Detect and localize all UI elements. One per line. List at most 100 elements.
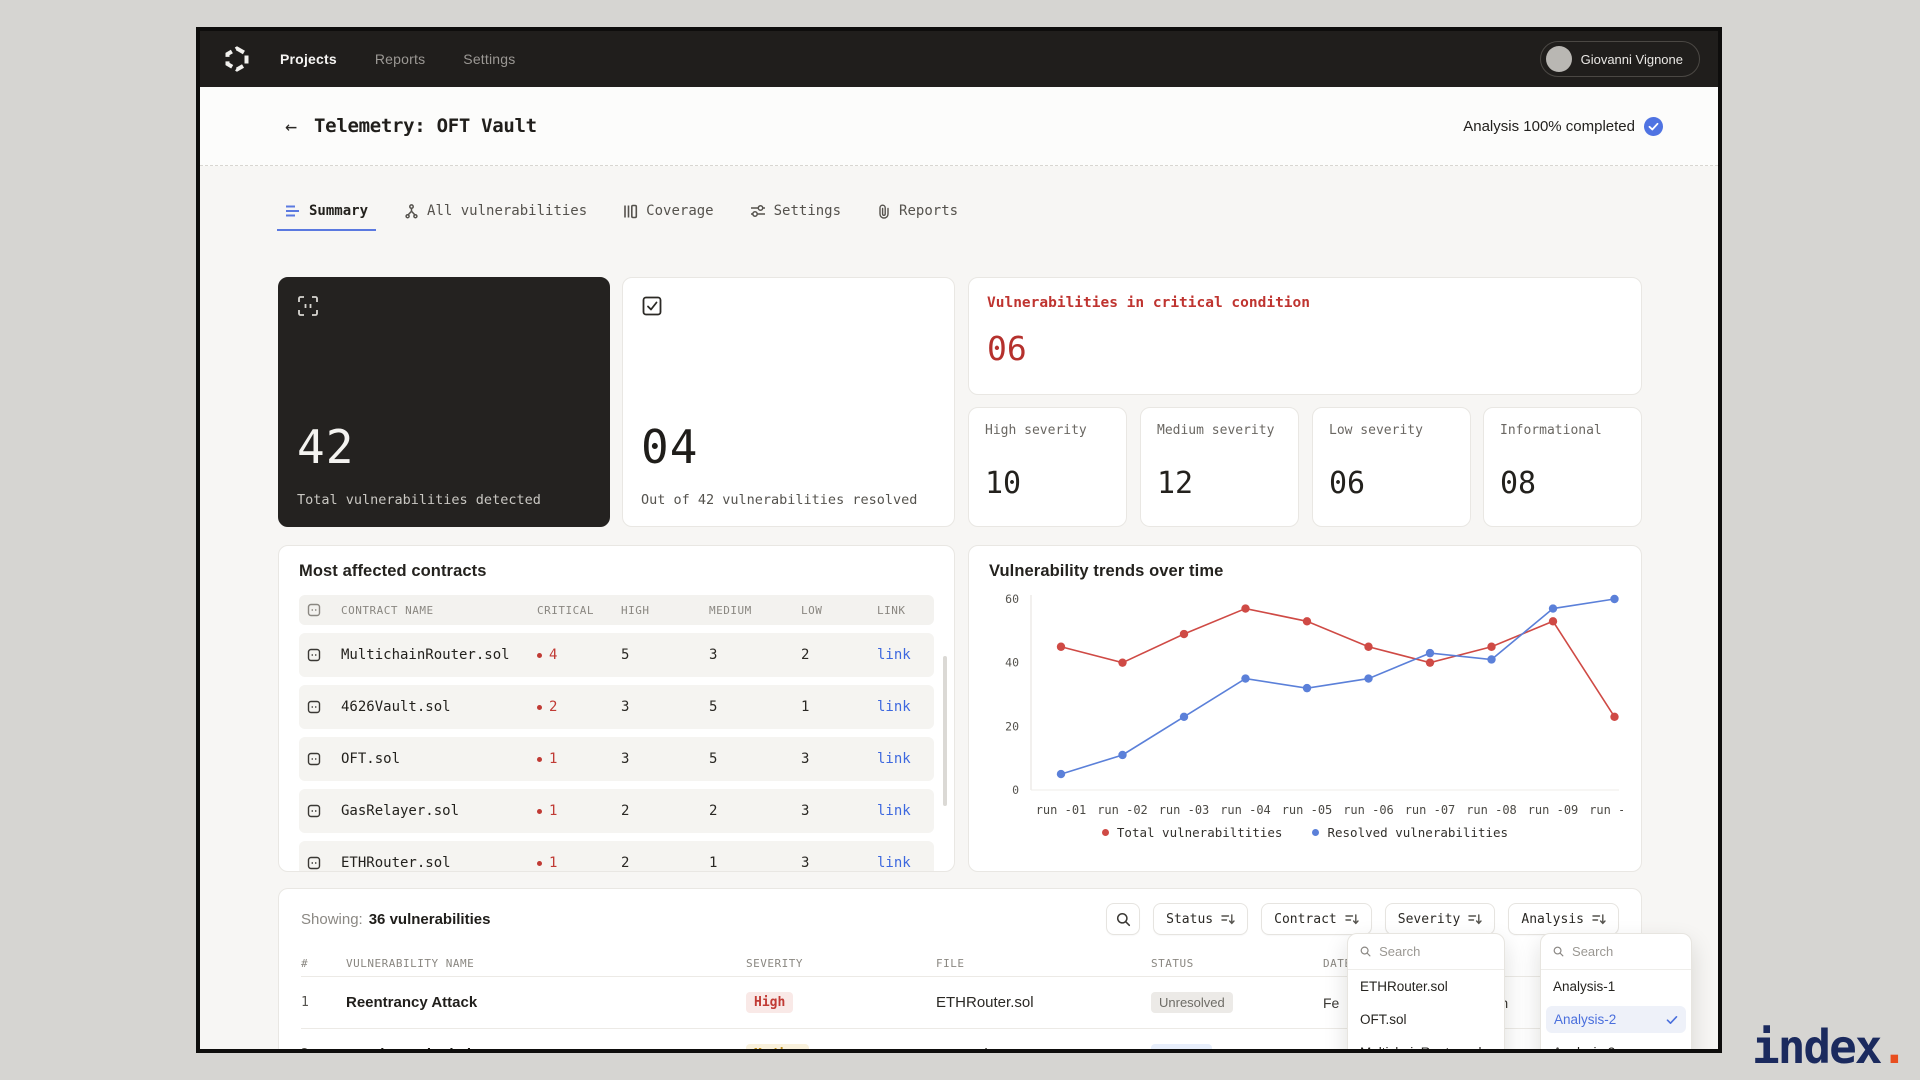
column-header: LOW [801,603,823,617]
table-row[interactable]: 1 Reentrancy Attack High ETHRouter.sol U… [301,977,1619,1029]
filter-severity-button[interactable]: Severity [1384,903,1496,935]
medium-severity-card: Medium severity 12 [1140,407,1299,527]
showing-label: Showing: [301,910,363,928]
tab-all-vulnerabilities[interactable]: All vulnerabilities [404,203,587,231]
nav-item-projects[interactable]: Projects [280,51,337,67]
dropdown-item[interactable]: MultichainRouter.sol [1360,1045,1482,1053]
contract-link[interactable]: link [877,803,911,819]
legend-item: Total vulnerabiltities [1101,825,1282,840]
top-navbar: Projects Reports Settings Giovanni Vigno… [200,31,1718,87]
filter-status-button[interactable]: Status [1153,903,1249,935]
back-button[interactable]: ← [285,114,298,138]
data-point [1548,617,1558,626]
dropdown-item[interactable]: ETHRouter.sol [1360,979,1448,994]
dropdown-search[interactable] [1541,934,1691,970]
contract-link[interactable]: link [877,751,911,767]
sort-icon [1468,914,1483,925]
contract-row[interactable]: GasRelayer.sol 1 2 2 3 link [299,789,934,833]
contract-row[interactable]: MultichainRouter.sol 4 5 3 2 link [299,633,934,677]
contract-icon [307,648,321,662]
contracts-scrollbar[interactable] [943,656,947,806]
user-menu[interactable]: Giovanni Vignone [1539,41,1700,77]
tab-bar: Summary All vulnerabilities Coverage Set… [276,203,958,231]
severity-card-label: Low severity [1329,423,1423,438]
column-header: CONTRACT NAME [341,603,434,617]
filter-analysis-button[interactable]: Analysis [1508,903,1619,935]
contract-link[interactable]: link [877,699,911,715]
contracts-table-header: CONTRACT NAME CRITICAL HIGH MEDIUM LOW L… [299,595,934,625]
total-vulnerabilities-value: 42 [297,420,355,474]
page-header: ← Telemetry: OFT Vault Analysis 100% com… [200,87,1718,166]
column-header: DATE [1323,957,1352,970]
critical-count: 1 [537,751,621,767]
nav-item-reports[interactable]: Reports [374,51,426,67]
high-count: 3 [621,699,630,715]
x-tick-label: run -04 [1220,803,1271,817]
contract-row[interactable]: OFT.sol 1 3 5 3 link [299,737,934,781]
dropdown-item-selected[interactable]: Analysis-2 [1546,1006,1686,1033]
column-header: # [301,957,309,970]
x-tick-label: run -06 [1343,803,1394,817]
trend-legend: Total vulnerabiltities Resolved vulnerabi… [989,825,1621,840]
vulnerability-name: Reentrancy Attack [346,994,478,1011]
tab-label: All vulnerabilities [427,203,588,219]
filter-label: Status [1166,911,1214,927]
status-badge: Fixed [1151,1044,1212,1049]
data-point [1425,648,1435,658]
tab-label: Coverage [646,203,714,219]
severity-badge: Medium [746,1044,809,1049]
dropdown-item[interactable]: Analysis-3 [1553,1045,1616,1053]
informational-card: Informational 08 [1483,407,1642,527]
tab-coverage[interactable]: Coverage [623,203,714,231]
column-header: FILE [936,957,965,970]
contract-row[interactable]: 4626Vault.sol 2 3 5 1 link [299,685,934,729]
tab-settings[interactable]: Settings [750,203,841,231]
data-point [1056,642,1066,651]
nav-item-settings[interactable]: Settings [463,51,516,67]
dropdown-item[interactable]: OFT.sol [1360,1012,1407,1027]
resolved-vulnerabilities-label: Out of 42 vulnerabilities resolved [641,492,918,508]
search-input[interactable] [1572,944,1679,959]
dropdown-item[interactable]: Analysis-1 [1553,979,1616,994]
search-input[interactable] [1379,944,1492,959]
contract-filter-dropdown: ETHRouter.sol OFT.sol MultichainRouter.s… [1347,933,1505,1053]
severity-card-label: High severity [985,423,1087,438]
high-severity-card: High severity 10 [968,407,1127,527]
search-icon [1116,912,1130,926]
tab-label: Reports [899,203,959,219]
x-tick-label: run -03 [1159,803,1210,817]
branch-icon [405,203,418,218]
critical-count: 1 [537,855,621,871]
severity-card-value: 10 [985,466,1022,501]
brand-logo-icon[interactable] [222,44,252,74]
date-cell: Fe [1323,994,1340,1011]
tab-summary[interactable]: Summary [276,203,377,231]
data-point [1241,604,1250,613]
x-tick-label: run -09 [1528,803,1579,817]
trends-panel-title: Vulnerability trends over time [989,562,1224,580]
analysis-status-label: Analysis 100% completed [1463,117,1635,135]
avatar [1545,46,1572,72]
check-circle-icon [1644,116,1663,136]
medium-count: 5 [709,751,718,767]
column-header: MEDIUM [709,603,752,617]
total-vulnerabilities-label: Total vulnerabilities detected [297,492,541,508]
filter-label: Contract [1274,911,1337,927]
data-point [1487,655,1496,664]
contract-icon [307,856,321,870]
high-count: 3 [621,751,630,767]
data-point [1302,683,1312,693]
contract-link[interactable]: link [877,647,911,663]
low-count: 3 [801,803,810,819]
scan-icon [298,296,318,316]
medium-count: 5 [709,699,718,715]
severity-card-value: 12 [1157,466,1194,501]
filter-contract-button[interactable]: Contract [1261,903,1372,935]
checkbox-icon [642,296,662,316]
dropdown-search[interactable] [1348,934,1504,970]
contract-link[interactable]: link [877,855,911,871]
contract-row[interactable]: ETHRouter.sol 1 2 1 3 link [299,841,934,871]
search-button[interactable] [1106,903,1141,935]
resolved-vulnerabilities-value: 04 [641,420,699,474]
tab-reports[interactable]: Reports [877,203,958,231]
